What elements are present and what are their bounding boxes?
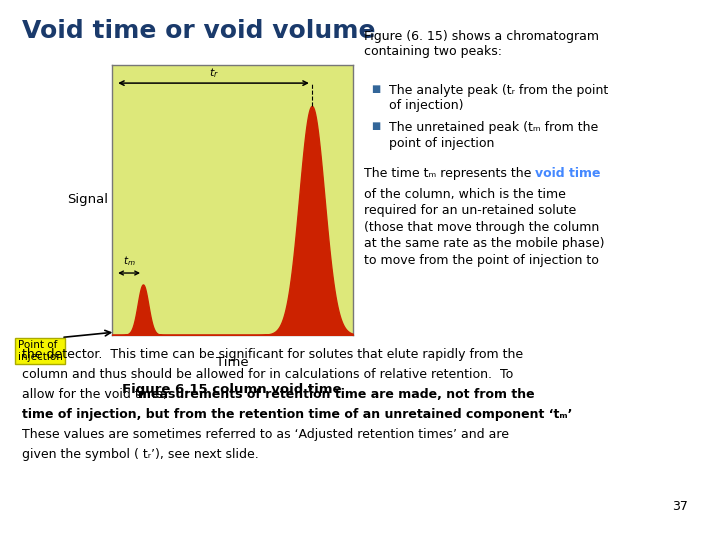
Text: measurements of retention time are made, not from the: measurements of retention time are made,… xyxy=(138,388,535,401)
Text: void time: void time xyxy=(535,167,600,180)
Text: Time: Time xyxy=(216,356,248,369)
Text: The unretained peak (tₘ from the
point of injection: The unretained peak (tₘ from the point o… xyxy=(389,122,598,150)
Text: the detector.  This time can be significant for solutes that elute rapidly from : the detector. This time can be significa… xyxy=(22,348,523,361)
Text: The time tₘ represents the: The time tₘ represents the xyxy=(364,167,535,180)
Text: Figure 6.15 column void time: Figure 6.15 column void time xyxy=(122,383,342,396)
Text: These values are sometimes referred to as ‘Adjusted retention times’ and are: These values are sometimes referred to a… xyxy=(22,428,508,441)
Text: time of injection, but from the retention time of an unretained component ‘tₘ’: time of injection, but from the retentio… xyxy=(22,408,572,421)
Text: of the column, which is the time
required for an un-retained solute
(those that : of the column, which is the time require… xyxy=(364,188,604,267)
Text: ■: ■ xyxy=(371,122,380,132)
Text: allow for the void time,: allow for the void time, xyxy=(22,388,171,401)
Text: $t_r$: $t_r$ xyxy=(209,66,218,80)
Text: Void time or void volume: Void time or void volume xyxy=(22,19,375,43)
Text: $t_m$: $t_m$ xyxy=(123,255,135,268)
Text: given the symbol ( tᵣ’), see next slide.: given the symbol ( tᵣ’), see next slide. xyxy=(22,448,258,461)
Text: Point of
injection: Point of injection xyxy=(18,340,63,362)
Text: column and thus should be allowed for in calculations of relative retention.  To: column and thus should be allowed for in… xyxy=(22,368,513,381)
Text: Signal: Signal xyxy=(67,193,108,206)
Text: 37: 37 xyxy=(672,500,688,514)
Text: Figure (6. 15) shows a chromatogram
containing two peaks:: Figure (6. 15) shows a chromatogram cont… xyxy=(364,30,598,58)
Text: ■: ■ xyxy=(371,84,380,94)
Text: The analyte peak (tᵣ from the point
of injection): The analyte peak (tᵣ from the point of i… xyxy=(389,84,608,112)
